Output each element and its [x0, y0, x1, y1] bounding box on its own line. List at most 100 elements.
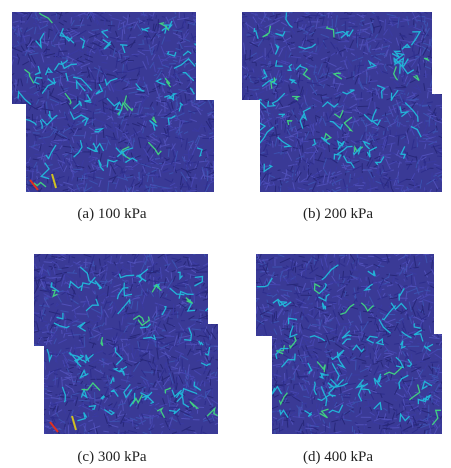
- fiber: [220, 387, 229, 392]
- fiber: [217, 54, 220, 59]
- fiber: [201, 328, 206, 329]
- fiber: [371, 23, 372, 31]
- fiber: [226, 263, 236, 264]
- fiber: [211, 290, 213, 300]
- fiber: [206, 72, 209, 78]
- fiber: [244, 166, 247, 173]
- fiber: [237, 136, 240, 147]
- fiber: [438, 194, 439, 197]
- fiber: [202, 192, 208, 193]
- fiber: [150, 198, 152, 207]
- fiber: [224, 273, 233, 278]
- fiber: [405, 161, 417, 162]
- fiber: [235, 265, 236, 277]
- fiber: [41, 350, 43, 358]
- fiber: [32, 360, 36, 368]
- fiber: [184, 273, 185, 277]
- fiber: [221, 384, 230, 389]
- fiber: [228, 431, 239, 436]
- fiber: [204, 91, 206, 99]
- fiber: [223, 353, 235, 356]
- fiber: [438, 149, 443, 150]
- fiber: [52, 189, 53, 193]
- fiber: [27, 391, 29, 400]
- fiber: [234, 273, 240, 277]
- fiber: [255, 156, 256, 168]
- fiber: [219, 303, 230, 304]
- fiber: [21, 136, 22, 142]
- fiber: [230, 388, 236, 398]
- fiber: [28, 291, 30, 298]
- fiber: [221, 289, 230, 293]
- fiber: [225, 397, 226, 404]
- fiber: [442, 43, 450, 46]
- fiber: [237, 18, 240, 26]
- fiber: [435, 12, 445, 13]
- fiber: [255, 196, 259, 198]
- fiber: [444, 168, 451, 169]
- fiber: [62, 193, 65, 204]
- fiber: [254, 135, 258, 141]
- fiber: [184, 34, 185, 41]
- fiber: [204, 70, 207, 75]
- fiber: [40, 408, 42, 414]
- fiber: [34, 378, 40, 381]
- fiber: [383, 131, 384, 135]
- fiber: [35, 395, 36, 402]
- fiber: [269, 122, 270, 125]
- fiber: [223, 265, 229, 268]
- fiber: [214, 193, 222, 194]
- fiber: [198, 436, 199, 440]
- fiber: [196, 38, 207, 41]
- fiber: [237, 72, 239, 76]
- fiber: [219, 350, 223, 352]
- fiber: [257, 54, 258, 58]
- fiber: [267, 149, 268, 154]
- fiber: [227, 300, 229, 304]
- fiber: [71, 17, 72, 23]
- fiber: [92, 436, 95, 438]
- fiber: [196, 28, 204, 32]
- fiber: [241, 159, 244, 166]
- fiber: [122, 172, 126, 173]
- fiber: [441, 165, 448, 167]
- fiber: [210, 51, 211, 60]
- fiber: [226, 431, 237, 432]
- fiber: [175, 384, 176, 390]
- fiber: [277, 56, 278, 61]
- fiber: [82, 438, 88, 447]
- fiber: [227, 424, 237, 425]
- fiber: [406, 193, 409, 194]
- fiber: [217, 292, 218, 304]
- fiber: [429, 158, 430, 161]
- fiber: [246, 152, 251, 162]
- fiber: [205, 27, 210, 30]
- fiber: [207, 30, 217, 33]
- fiber: [439, 40, 443, 48]
- fiber: [196, 34, 207, 36]
- fiber: [200, 17, 202, 27]
- fiber: [434, 57, 436, 68]
- fiber: [151, 196, 159, 200]
- fiber: [231, 253, 233, 256]
- fiber: [241, 181, 242, 189]
- fiber: [237, 256, 248, 261]
- fiber: [19, 131, 20, 141]
- fiber: [253, 196, 258, 198]
- fiber: [436, 57, 440, 64]
- fiber: [208, 278, 209, 288]
- fiber: [229, 292, 235, 293]
- fiber: [358, 106, 369, 107]
- fiber: [140, 436, 145, 438]
- fiber: [235, 31, 239, 38]
- fiber: [235, 415, 242, 416]
- fiber: [219, 248, 229, 252]
- fiber: [34, 316, 35, 327]
- fiber: [196, 435, 204, 439]
- fiber: [95, 400, 104, 401]
- fiber: [228, 257, 234, 259]
- fiber: [200, 13, 203, 18]
- fiber: [82, 435, 85, 445]
- fiber: [375, 198, 385, 201]
- fiber: [275, 186, 276, 197]
